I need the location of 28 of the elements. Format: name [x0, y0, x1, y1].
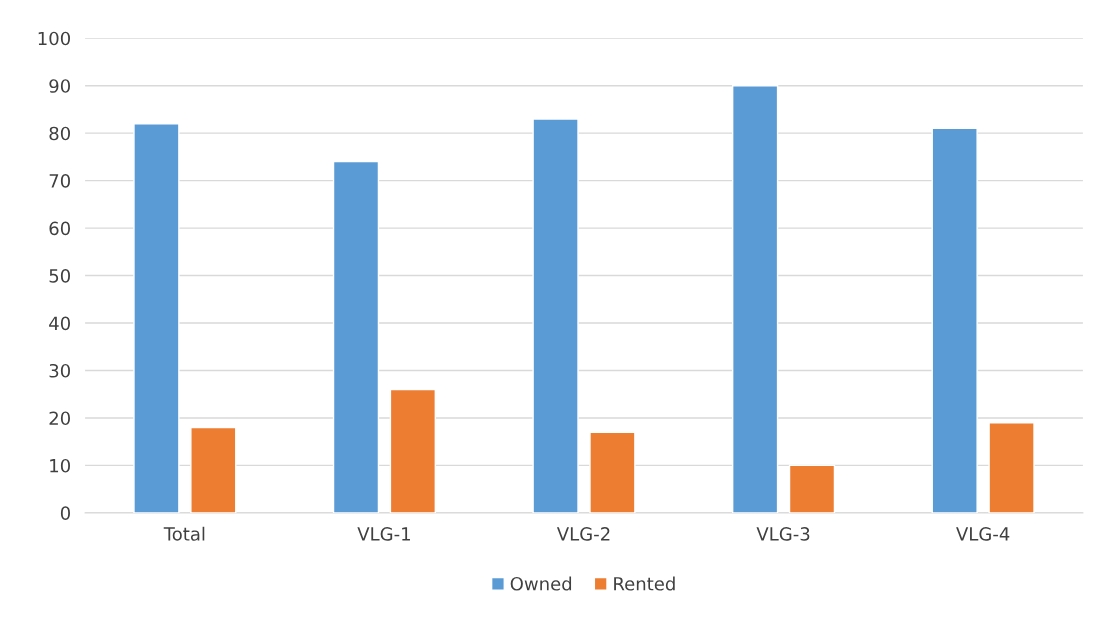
legend-label: Rented [614, 576, 675, 591]
y-tick-label: 50 [49, 269, 70, 283]
y-tick-label: 0 [60, 506, 70, 520]
legend-label: Owned [510, 576, 572, 591]
y-tick-label: 10 [50, 458, 70, 473]
bar [190, 426, 237, 513]
y-tick-label: 90 [49, 79, 70, 93]
y-tick-label: 60 [49, 221, 70, 236]
x-tick-label: VLG-3 [756, 527, 810, 541]
x-tick-label: Total [163, 526, 205, 541]
bar [731, 85, 779, 513]
y-tick-label: 100 [38, 31, 70, 46]
bar [788, 464, 836, 513]
y-tick-label: 40 [49, 316, 70, 331]
bar [332, 160, 380, 513]
y-tick-label: 30 [49, 363, 70, 378]
y-tick-label: 80 [49, 126, 70, 141]
y-tick-label: 20 [49, 411, 70, 426]
y-tick-label: 70 [49, 174, 70, 188]
bar [389, 388, 437, 513]
bar [988, 422, 1035, 513]
bar [133, 122, 180, 513]
bar [532, 118, 579, 513]
bar [589, 431, 636, 513]
x-tick-label: VLG-4 [956, 527, 1010, 541]
x-tick-label: VLG-2 [556, 527, 610, 541]
x-tick-label: VLG-1 [357, 527, 410, 541]
bar [931, 127, 978, 513]
